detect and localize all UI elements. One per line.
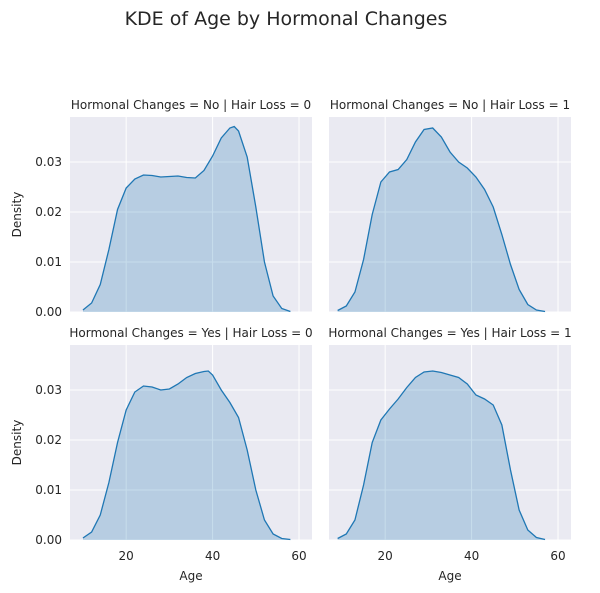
kde-curve bbox=[82, 125, 291, 313]
x-axis-label: Age bbox=[179, 569, 202, 583]
kde-area-fill bbox=[337, 128, 546, 312]
x-tick-label: 40 bbox=[205, 549, 220, 563]
y-tick-label: 0.00 bbox=[35, 305, 62, 319]
chart-title: KDE of Age by Hormonal Changes bbox=[125, 8, 448, 30]
kde-curve bbox=[337, 370, 546, 541]
x-tick-label: 20 bbox=[119, 549, 134, 563]
kde-area-fill bbox=[82, 126, 291, 312]
x-axis-label: Age bbox=[438, 569, 461, 583]
facet-title: Hormonal Changes = No | Hair Loss = 0 bbox=[71, 98, 311, 112]
kde-curve bbox=[337, 127, 546, 313]
kde-curve bbox=[82, 370, 291, 541]
x-tick-label: 60 bbox=[291, 549, 306, 563]
facet-title: Hormonal Changes = No | Hair Loss = 1 bbox=[330, 98, 570, 112]
facet-panel-3: Hormonal Changes = Yes | Hair Loss = 1 20… bbox=[328, 326, 571, 583]
x-tick-label: 60 bbox=[550, 549, 565, 563]
y-tick-label: 0.03 bbox=[35, 383, 62, 397]
y-tick-label: 0.00 bbox=[35, 533, 62, 547]
x-tick-label: 20 bbox=[378, 549, 393, 563]
panel-background bbox=[70, 117, 312, 312]
facet-panel-0: Hormonal Changes = No | Hair Loss = 0 0.0… bbox=[10, 98, 312, 319]
y-tick-label: 0.01 bbox=[35, 255, 62, 269]
y-axis-label: Density bbox=[10, 192, 24, 238]
panel-background bbox=[329, 345, 571, 540]
y-tick-label: 0.02 bbox=[35, 433, 62, 447]
y-tick-label: 0.03 bbox=[35, 155, 62, 169]
x-tick-label: 40 bbox=[464, 549, 479, 563]
facet-title: Hormonal Changes = Yes | Hair Loss = 0 bbox=[69, 326, 312, 340]
facet-panel-1: Hormonal Changes = No | Hair Loss = 1 bbox=[329, 98, 571, 313]
y-tick-label: 0.02 bbox=[35, 205, 62, 219]
panel-background bbox=[70, 345, 312, 540]
facet-panel-2: Hormonal Changes = Yes | Hair Loss = 0 0.… bbox=[10, 326, 313, 583]
kde-area-fill bbox=[337, 371, 546, 540]
y-axis-label: Density bbox=[10, 420, 24, 466]
facet-title: Hormonal Changes = Yes | Hair Loss = 1 bbox=[328, 326, 571, 340]
panel-background bbox=[329, 117, 571, 312]
kde-area-fill bbox=[82, 371, 291, 540]
y-tick-label: 0.01 bbox=[35, 483, 62, 497]
facet-panels: Hormonal Changes = No | Hair Loss = 0 0.0… bbox=[10, 98, 572, 583]
